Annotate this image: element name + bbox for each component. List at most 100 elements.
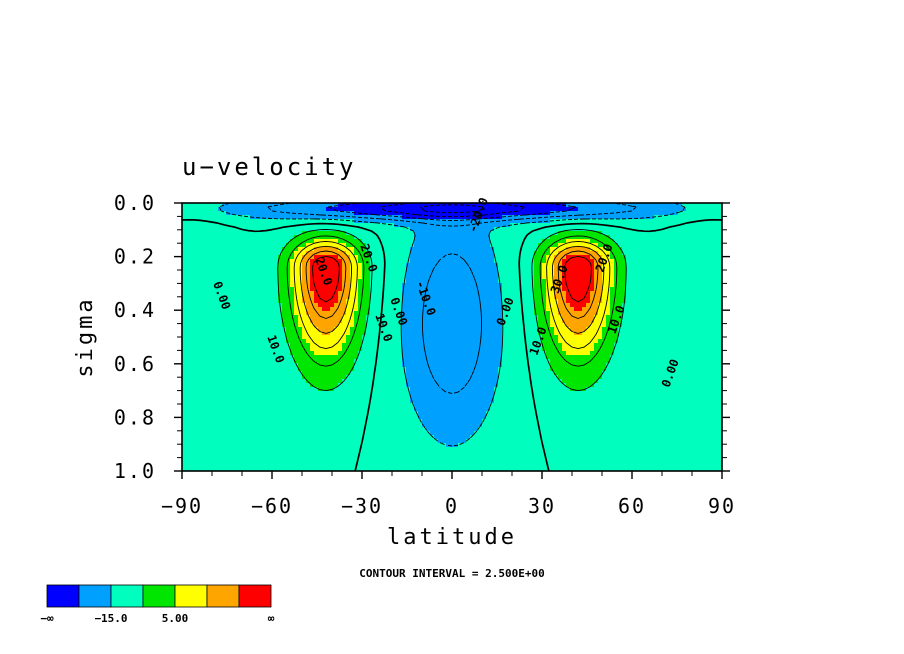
field-cell — [386, 251, 391, 256]
field-cell — [586, 303, 591, 308]
field-cell — [606, 315, 611, 320]
field-cell — [618, 215, 623, 220]
field-cell — [574, 231, 579, 236]
field-cell — [230, 243, 235, 248]
field-cell — [438, 315, 443, 320]
field-cell — [338, 267, 343, 272]
field-cell — [258, 335, 263, 340]
field-cell — [622, 347, 627, 352]
field-cell — [574, 267, 579, 272]
field-cell — [626, 271, 631, 276]
field-cell — [330, 255, 335, 260]
field-cell — [290, 343, 295, 348]
field-cell — [290, 311, 295, 316]
field-cell — [450, 215, 455, 220]
field-cell — [594, 211, 599, 216]
field-cell — [190, 327, 195, 332]
field-cell — [410, 335, 415, 340]
field-cell — [570, 291, 575, 296]
field-cell — [654, 331, 659, 336]
field-cell — [234, 307, 239, 312]
field-cell — [606, 343, 611, 348]
field-cell — [618, 239, 623, 244]
field-cell — [246, 271, 251, 276]
field-cell — [482, 315, 487, 320]
field-cell — [534, 343, 539, 348]
field-cell — [290, 235, 295, 240]
field-cell — [242, 343, 247, 348]
field-cell — [298, 287, 303, 292]
field-cell — [250, 283, 255, 288]
field-cell — [670, 315, 675, 320]
field-cell — [526, 243, 531, 248]
field-cell — [558, 271, 563, 276]
field-cell — [186, 207, 191, 212]
field-cell — [310, 311, 315, 316]
field-cell — [322, 203, 327, 208]
field-cell — [602, 343, 607, 348]
field-cell — [590, 251, 595, 256]
field-cell — [450, 247, 455, 252]
field-cell — [562, 267, 567, 272]
field-cell — [510, 307, 515, 312]
field-cell — [182, 351, 187, 356]
field-cell — [698, 291, 703, 296]
field-cell — [626, 335, 631, 340]
field-cell — [238, 275, 243, 280]
field-cell — [250, 243, 255, 248]
field-cell — [382, 219, 387, 224]
field-cell — [414, 271, 419, 276]
field-cell — [658, 223, 663, 228]
field-cell — [650, 343, 655, 348]
field-cell — [394, 227, 399, 232]
field-cell — [550, 259, 555, 264]
field-cell — [214, 231, 219, 236]
field-cell — [322, 327, 327, 332]
field-cell — [434, 299, 439, 304]
field-cell — [414, 255, 419, 260]
field-cell — [646, 283, 651, 288]
field-cell — [706, 315, 711, 320]
field-cell — [318, 231, 323, 236]
field-cell — [686, 259, 691, 264]
field-cell — [682, 239, 687, 244]
field-cell — [466, 327, 471, 332]
field-cell — [326, 327, 331, 332]
field-cell — [638, 283, 643, 288]
field-cell — [246, 327, 251, 332]
field-cell — [382, 319, 387, 324]
field-cell — [498, 247, 503, 252]
field-cell — [702, 287, 707, 292]
field-cell — [658, 231, 663, 236]
field-cell — [590, 259, 595, 264]
field-cell — [526, 223, 531, 228]
field-cell — [254, 295, 259, 300]
field-cell — [318, 279, 323, 284]
field-cell — [618, 203, 623, 208]
field-cell — [402, 243, 407, 248]
field-cell — [658, 299, 663, 304]
field-cell — [574, 279, 579, 284]
field-cell — [434, 267, 439, 272]
field-cell — [686, 219, 691, 224]
field-cell — [310, 291, 315, 296]
field-cell — [286, 223, 291, 228]
field-cell — [630, 211, 635, 216]
field-cell — [494, 347, 499, 352]
field-cell — [386, 267, 391, 272]
field-cell — [574, 207, 579, 212]
field-cell — [698, 247, 703, 252]
field-cell — [630, 203, 635, 208]
field-cell — [378, 219, 383, 224]
field-cell — [718, 219, 722, 224]
field-cell — [518, 343, 523, 348]
field-cell — [454, 315, 459, 320]
field-cell — [446, 283, 451, 288]
field-cell — [366, 219, 371, 224]
field-cell — [454, 243, 459, 248]
field-cell — [554, 319, 559, 324]
field-cell — [418, 279, 423, 284]
field-cell — [310, 323, 315, 328]
field-cell — [234, 303, 239, 308]
field-cell — [190, 243, 195, 248]
